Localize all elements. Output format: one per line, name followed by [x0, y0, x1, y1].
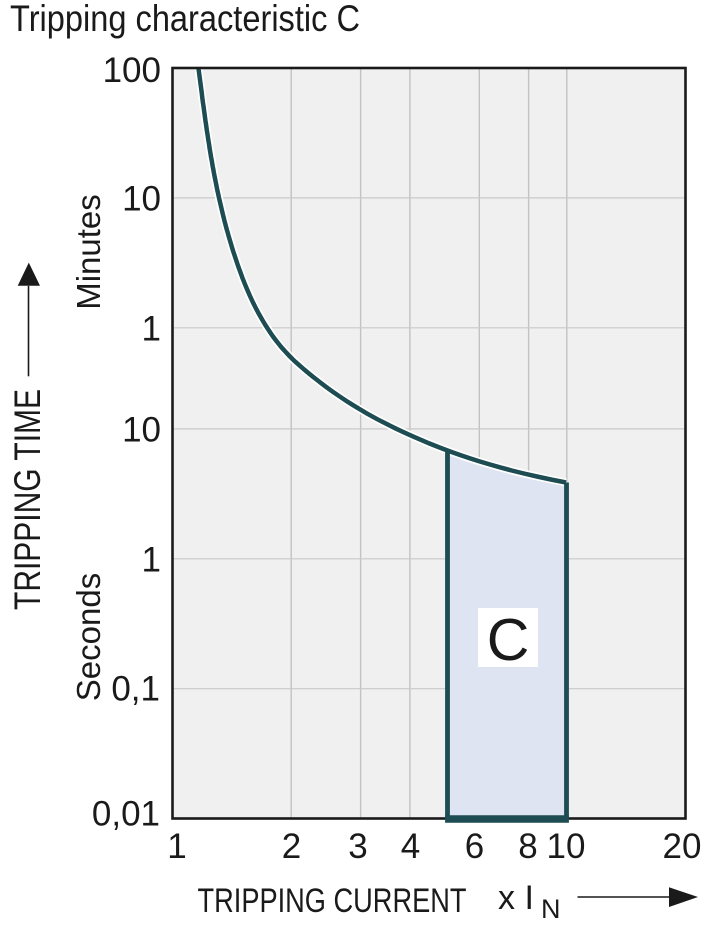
svg-text:2: 2: [282, 827, 301, 866]
svg-text:4: 4: [401, 827, 420, 866]
svg-text:Tripping characteristic C: Tripping characteristic C: [10, 0, 360, 39]
svg-text:10: 10: [122, 180, 161, 219]
svg-text:TRIPPING TIME: TRIPPING TIME: [7, 389, 48, 610]
svg-text:TRIPPING CURRENT: TRIPPING CURRENT: [198, 882, 467, 920]
svg-text:0,1: 0,1: [111, 670, 160, 709]
svg-text:1: 1: [142, 309, 161, 348]
svg-text:100: 100: [103, 51, 161, 90]
svg-text:8: 8: [518, 827, 537, 866]
svg-text:Seconds: Seconds: [70, 573, 107, 701]
svg-text:10: 10: [547, 827, 586, 866]
svg-text:6: 6: [465, 827, 484, 866]
svg-text:x I: x I: [498, 879, 534, 917]
svg-text:20: 20: [663, 827, 702, 866]
svg-text:10: 10: [122, 410, 161, 449]
svg-text:1: 1: [142, 540, 161, 579]
svg-text:1: 1: [167, 827, 186, 866]
svg-text:0,01: 0,01: [92, 795, 160, 834]
svg-text:C: C: [487, 607, 530, 673]
svg-text:N: N: [541, 894, 561, 924]
svg-text:3: 3: [348, 827, 367, 866]
svg-text:Minutes: Minutes: [70, 194, 107, 310]
